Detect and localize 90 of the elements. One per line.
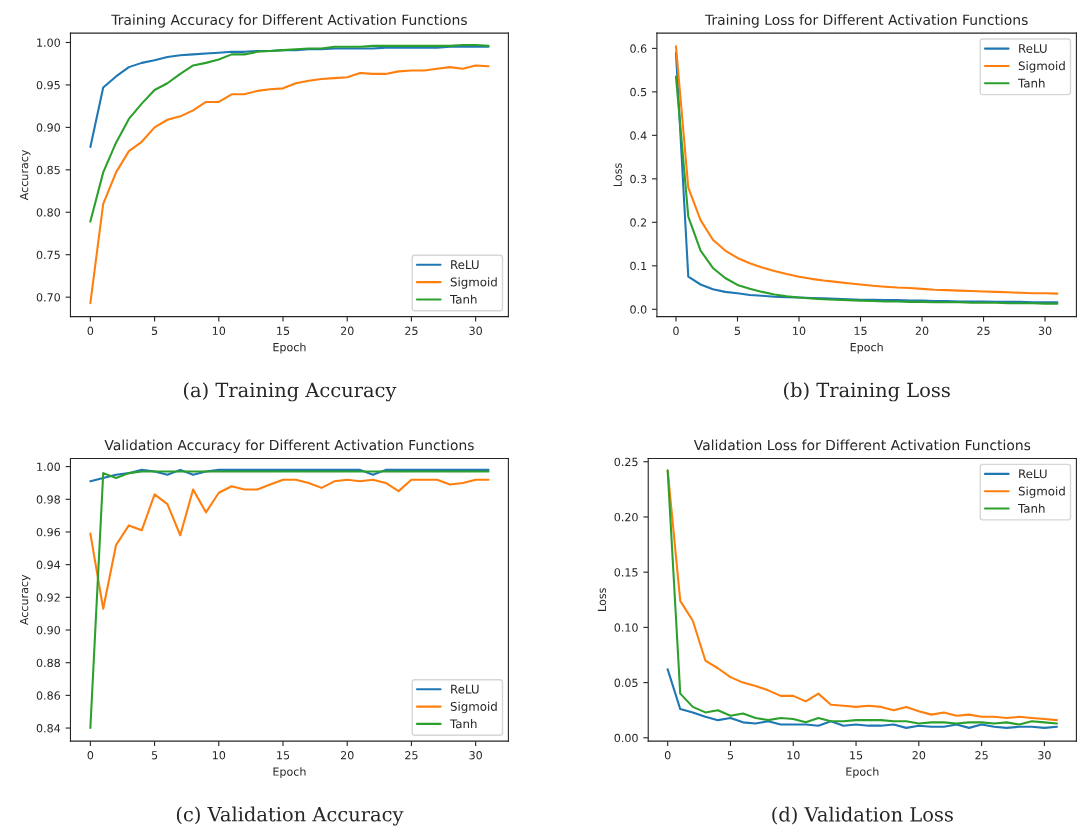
y-tick-label: 0.96 bbox=[36, 527, 61, 537]
x-axis-title: Epoch bbox=[273, 342, 306, 354]
y-tick-label: 0.92 bbox=[36, 593, 60, 602]
y-tick-label: 0.3 bbox=[630, 174, 647, 184]
legend-label: Sigmoid bbox=[450, 277, 497, 289]
y-tick-label: 0.15 bbox=[614, 568, 638, 577]
legend-label: Sigmoid bbox=[1018, 61, 1065, 73]
x-tick-label: 20 bbox=[340, 751, 354, 760]
x-tick-label: 30 bbox=[469, 326, 482, 335]
y-tick-label: 0.20 bbox=[614, 512, 638, 522]
y-tick-label: 0.4 bbox=[630, 131, 647, 140]
x-tick-label: 5 bbox=[151, 326, 158, 335]
x-axis-title: Epoch bbox=[846, 767, 879, 778]
y-tick-label: 0.80 bbox=[36, 208, 60, 217]
x-tick-label: 0 bbox=[664, 751, 671, 760]
x-axis-title: Epoch bbox=[850, 342, 883, 354]
x-tick-label: 15 bbox=[277, 751, 290, 760]
legend-label: Tanh bbox=[449, 294, 477, 304]
x-tick-label: 15 bbox=[277, 326, 290, 335]
y-tick-label: 1.00 bbox=[37, 38, 60, 47]
x-tick-label: 20 bbox=[912, 751, 926, 760]
legend-label: Tanh bbox=[1017, 503, 1045, 513]
line-series bbox=[89, 478, 490, 610]
y-tick-label: 0.88 bbox=[36, 658, 60, 668]
x-tick-label: 10 bbox=[212, 751, 226, 760]
x-tick-label: 15 bbox=[850, 751, 863, 760]
y-axis-title: Accuracy bbox=[20, 149, 31, 201]
chart-title: Training Loss for Different Activation Functions bbox=[704, 14, 1028, 28]
y-tick-label: 0.98 bbox=[36, 495, 60, 504]
x-tick-label: 15 bbox=[854, 326, 867, 335]
y-tick-label: 0.90 bbox=[36, 123, 60, 132]
line-series bbox=[89, 45, 490, 148]
x-tick-label: 20 bbox=[915, 326, 929, 335]
y-tick-label: 0.10 bbox=[614, 623, 638, 632]
x-tick-label: 25 bbox=[975, 751, 988, 760]
x-tick-label: 5 bbox=[151, 751, 158, 760]
x-tick-label: 10 bbox=[793, 326, 806, 335]
x-tick-label: 10 bbox=[787, 751, 800, 760]
chart-title: Validation Accuracy for Different Activation Functions bbox=[104, 439, 474, 453]
y-tick-label: 0.94 bbox=[36, 560, 61, 570]
legend-label: ReLU bbox=[451, 260, 479, 270]
x-tick-label: 25 bbox=[405, 751, 418, 760]
x-tick-label: 5 bbox=[734, 326, 741, 335]
x-tick-label: 30 bbox=[469, 751, 482, 760]
line-series bbox=[666, 668, 1058, 729]
x-tick-label: 25 bbox=[405, 326, 418, 335]
line-series bbox=[89, 44, 490, 223]
y-tick-label: 0.00 bbox=[614, 733, 638, 743]
y-tick-label: 0.84 bbox=[36, 724, 61, 733]
y-tick-label: 0.75 bbox=[36, 250, 60, 260]
text: (b) Training Loss bbox=[784, 382, 950, 402]
y-tick-label: 0.95 bbox=[36, 80, 60, 90]
y-axis-title: Accuracy bbox=[20, 574, 31, 626]
y-tick-label: 1.00 bbox=[37, 462, 60, 471]
legend-label: ReLU bbox=[1019, 44, 1047, 53]
x-tick-label: 0 bbox=[87, 751, 94, 760]
y-axis-title: Loss bbox=[597, 588, 607, 611]
legend-label: ReLU bbox=[451, 684, 479, 694]
x-tick-label: 0 bbox=[673, 326, 679, 335]
y-tick-label: 0.85 bbox=[36, 165, 60, 175]
y-tick-label: 0.86 bbox=[36, 691, 61, 700]
y-tick-label: 0.25 bbox=[614, 457, 638, 467]
y-tick-label: 0.2 bbox=[630, 218, 647, 227]
legend-label: Tanh bbox=[1017, 78, 1045, 88]
text: (c) Validation Accuracy bbox=[176, 806, 404, 826]
y-tick-label: 0.0 bbox=[630, 305, 647, 314]
x-tick-label: 0 bbox=[87, 326, 94, 335]
x-axis-title: Epoch bbox=[273, 767, 306, 778]
x-tick-label: 30 bbox=[1038, 326, 1052, 335]
x-tick-label: 5 bbox=[727, 751, 734, 760]
y-tick-label: 0.1 bbox=[630, 261, 647, 271]
chart-title: Validation Loss for Different Activation Functions bbox=[693, 439, 1031, 451]
chart-title: Training Accuracy for Different Activation Functions bbox=[111, 14, 467, 28]
x-tick-label: 25 bbox=[977, 326, 990, 335]
y-tick-label: 0.05 bbox=[614, 678, 638, 687]
legend-label: ReLU bbox=[1019, 469, 1047, 479]
line-series bbox=[89, 468, 490, 483]
y-axis-title: Loss bbox=[613, 163, 622, 187]
legend-label: Sigmoid bbox=[1018, 486, 1065, 498]
x-tick-label: 10 bbox=[212, 326, 226, 335]
x-tick-label: 20 bbox=[340, 326, 354, 335]
text: (a) Training Accuracy bbox=[183, 382, 397, 402]
y-tick-label: 0.6 bbox=[630, 44, 647, 53]
x-tick-label: 30 bbox=[1038, 751, 1051, 760]
legend-label: Tanh bbox=[449, 719, 477, 729]
y-tick-label: 0.90 bbox=[36, 625, 60, 635]
y-tick-label: 0.5 bbox=[630, 87, 647, 97]
text: (d) Validation Loss bbox=[772, 806, 953, 825]
y-tick-label: 0.70 bbox=[36, 293, 60, 302]
legend-label: Sigmoid bbox=[450, 701, 497, 714]
